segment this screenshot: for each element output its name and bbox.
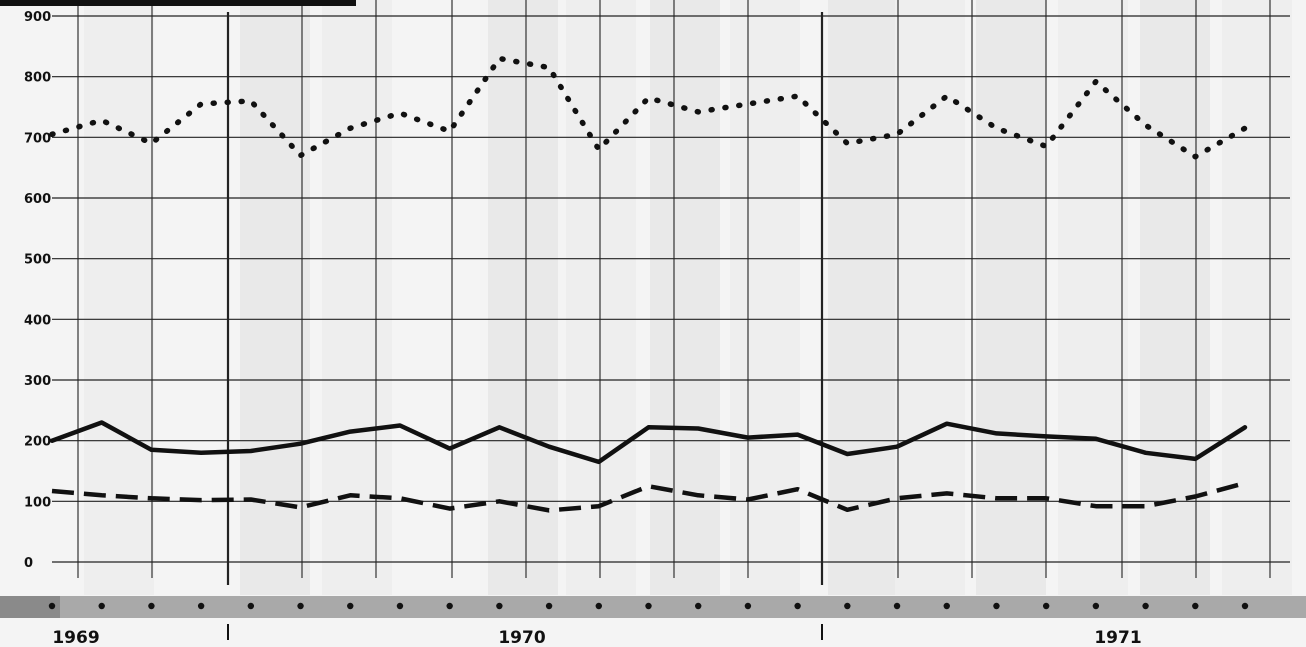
timeline-dot — [197, 602, 205, 610]
y-tick-label: 800 — [24, 71, 51, 86]
header-bar — [0, 0, 356, 6]
background-band — [1222, 0, 1292, 595]
y-tick-label: 300 — [24, 374, 51, 389]
grid — [52, 0, 1290, 585]
timeline-dot — [695, 602, 702, 610]
timeline-dot — [595, 602, 602, 610]
timeline-band — [0, 596, 1306, 618]
timeline-dot — [1192, 602, 1199, 610]
background-band — [240, 0, 310, 595]
background-band — [730, 0, 800, 595]
y-tick-label: 400 — [24, 313, 51, 328]
timeline-dot — [943, 602, 950, 610]
y-tick-label: 0 — [24, 556, 33, 571]
timeline-dot — [396, 602, 404, 610]
background-band — [1140, 0, 1210, 595]
background-bands — [84, 0, 1292, 595]
background-band — [488, 0, 558, 595]
background-band — [828, 0, 898, 595]
timeline-dot — [247, 602, 255, 610]
timeline-dot — [297, 602, 304, 610]
timeline-dot — [893, 602, 901, 610]
x-year-label: 1970 — [498, 628, 545, 647]
timeline-dot — [794, 602, 801, 610]
timeline-dot — [48, 602, 56, 610]
timeline-dot — [1042, 602, 1050, 610]
y-axis: 0 100 200 300 400 500 600 700 800 900 — [24, 10, 51, 571]
series-line-dotted — [49, 55, 1248, 160]
timeline-dot — [148, 602, 155, 610]
timeline-dot — [1092, 602, 1100, 610]
background-band — [895, 0, 965, 595]
series-line-solid — [49, 420, 1248, 465]
background-band — [650, 0, 720, 595]
y-tick-label: 500 — [24, 253, 51, 268]
timeline-dot — [645, 602, 652, 610]
x-axis: 1969 1970 1971 — [52, 624, 1142, 647]
timeline-dot — [844, 602, 851, 610]
y-tick-label: 700 — [24, 131, 51, 146]
x-year-label: 1969 — [52, 628, 99, 647]
timeline-dot — [993, 602, 1000, 610]
y-tick-label: 900 — [24, 10, 51, 25]
timeline-dot — [1142, 602, 1149, 610]
series-line-dashed — [51, 480, 1246, 513]
timeline-dot — [347, 602, 354, 610]
y-tick-label: 100 — [24, 495, 51, 510]
timeline-dot — [1241, 602, 1249, 610]
timeline-band-shade — [0, 596, 60, 618]
background-band — [84, 0, 154, 595]
timeline-dot — [98, 602, 105, 610]
x-year-label: 1971 — [1094, 628, 1141, 647]
y-tick-label: 200 — [24, 435, 51, 450]
timeline-dot — [496, 602, 503, 610]
timeline-strip — [0, 596, 1306, 618]
y-tick-label: 600 — [24, 192, 51, 207]
plot-lines — [49, 55, 1248, 513]
timeline-dot — [545, 602, 553, 610]
background-band — [976, 0, 1046, 595]
timeline-dot — [744, 602, 752, 610]
background-band — [322, 0, 392, 595]
timeline-dot — [446, 602, 453, 610]
